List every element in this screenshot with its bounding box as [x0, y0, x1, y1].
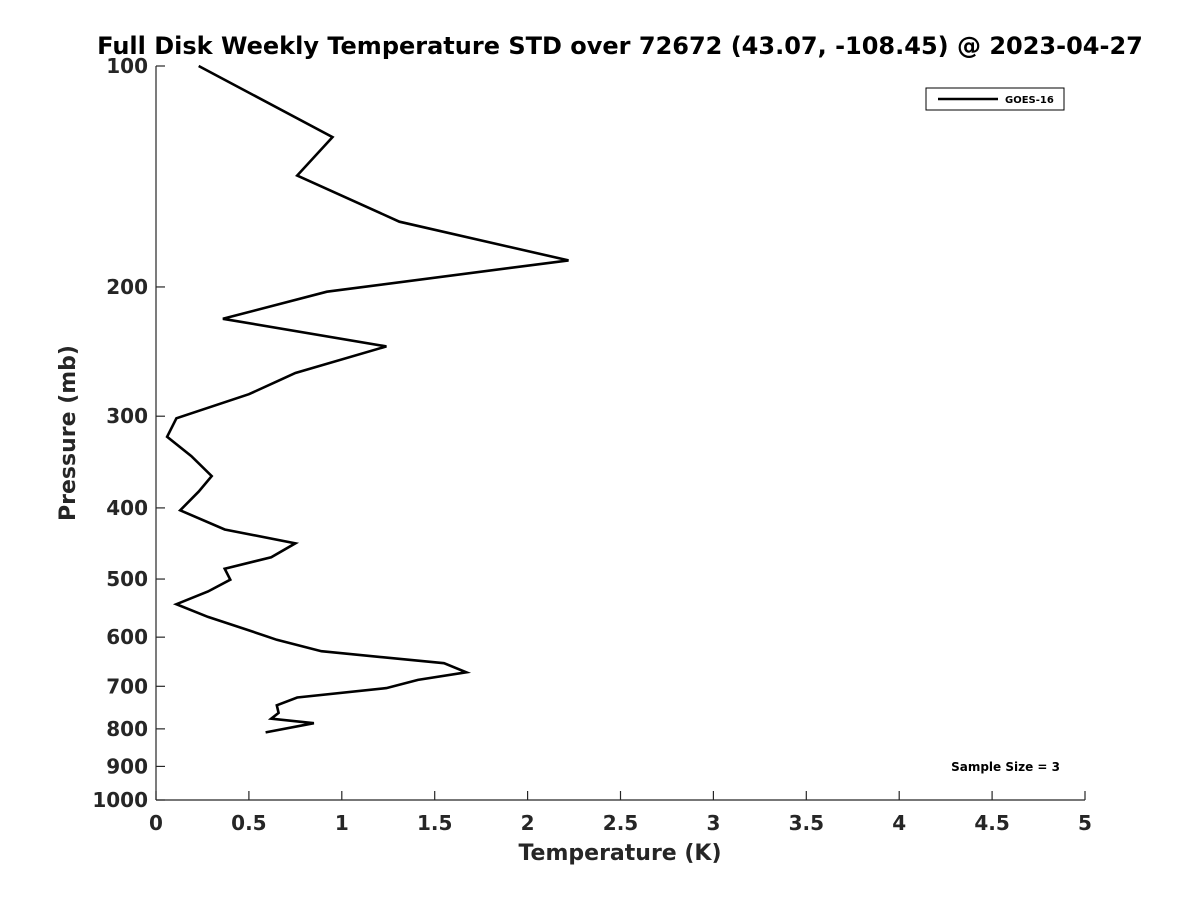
legend-label-goes-16: GOES-16	[1005, 95, 1054, 106]
x-tick-label: 1	[335, 811, 349, 835]
y-tick-label: 700	[106, 674, 148, 698]
x-tick-label: 2.5	[603, 811, 638, 835]
x-tick-label: 0.5	[231, 811, 266, 835]
y-tick-label: 600	[106, 625, 148, 649]
y-tick-label: 500	[106, 567, 148, 591]
y-axis-label: Pressure (mb)	[56, 345, 81, 521]
plot-area	[165, 64, 569, 734]
x-tick-label: 3	[706, 811, 720, 835]
y-tick-label: 200	[106, 275, 148, 299]
x-tick-label: 1.5	[417, 811, 452, 835]
y-tick-label: 900	[106, 754, 148, 778]
series-line-goes-16	[165, 64, 569, 734]
x-tick-label: 2	[521, 811, 535, 835]
y-tick-label: 400	[106, 496, 148, 520]
sample-size-annotation: Sample Size = 3	[951, 760, 1060, 774]
x-tick-label: 4	[892, 811, 906, 835]
x-tick-label: 5	[1078, 811, 1092, 835]
legend: GOES-16	[925, 87, 1065, 111]
y-tick-label: 300	[106, 404, 148, 428]
x-tick-label: 3.5	[789, 811, 824, 835]
x-tick-label: 4.5	[974, 811, 1009, 835]
chart-title: Full Disk Weekly Temperature STD over 72…	[97, 32, 1143, 60]
x-axis: 0 0.5 1 1.5 2 2.5 3 3.5 4 4.5 5	[149, 791, 1092, 835]
y-tick-label: 100	[106, 54, 148, 78]
x-axis-label: Temperature (K)	[518, 841, 721, 866]
y-tick-label: 1000	[92, 788, 148, 812]
y-tick-label: 800	[106, 717, 148, 741]
x-tick-label: 0	[149, 811, 163, 835]
y-axis: 100 200 300 400 500 600 700 800 900 1000	[92, 54, 165, 812]
